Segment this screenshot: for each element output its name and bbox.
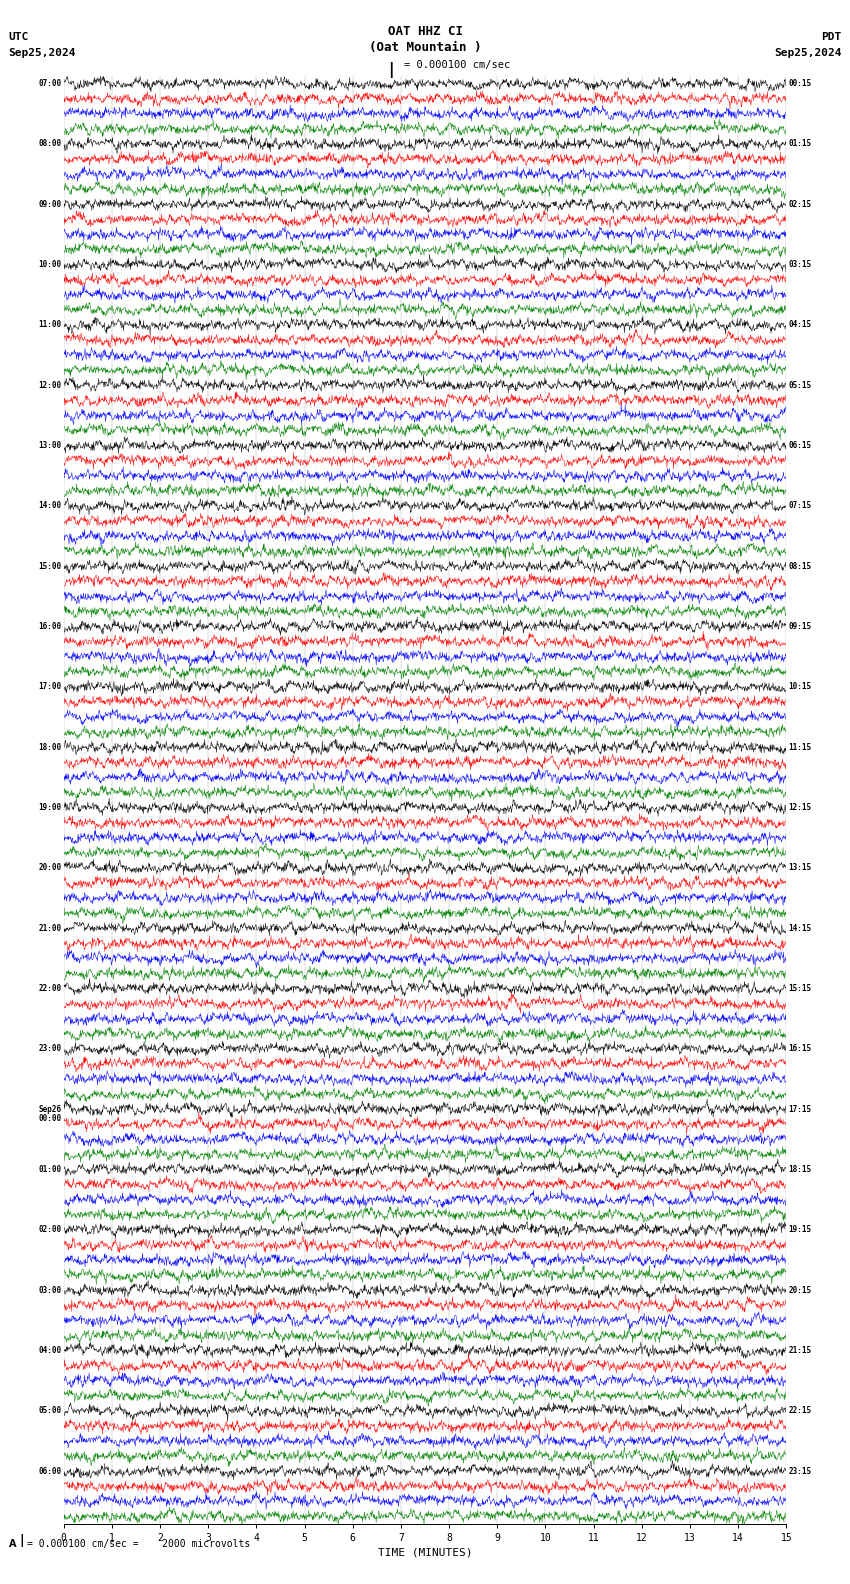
Text: 12:00: 12:00 <box>38 380 61 390</box>
Text: 06:15: 06:15 <box>789 440 812 450</box>
Text: 07:00: 07:00 <box>38 79 61 89</box>
Text: 14:15: 14:15 <box>789 923 812 933</box>
Text: 18:00: 18:00 <box>38 743 61 752</box>
Text: 01:15: 01:15 <box>789 139 812 149</box>
Text: 18:15: 18:15 <box>789 1164 812 1174</box>
Text: 01:00: 01:00 <box>38 1164 61 1174</box>
Text: 14:00: 14:00 <box>38 502 61 510</box>
Text: 00:15: 00:15 <box>789 79 812 89</box>
Text: 04:15: 04:15 <box>789 320 812 329</box>
Text: 05:15: 05:15 <box>789 380 812 390</box>
Text: 10:15: 10:15 <box>789 683 812 691</box>
Text: 03:15: 03:15 <box>789 260 812 269</box>
Text: 13:00: 13:00 <box>38 440 61 450</box>
Text: 08:00: 08:00 <box>38 139 61 149</box>
Text: 08:15: 08:15 <box>789 562 812 570</box>
Text: 15:00: 15:00 <box>38 562 61 570</box>
Text: 13:15: 13:15 <box>789 863 812 873</box>
Text: 04:00: 04:00 <box>38 1346 61 1354</box>
Text: $\mathbf{|}$: $\mathbf{|}$ <box>19 1532 24 1549</box>
Text: 16:15: 16:15 <box>789 1044 812 1053</box>
Text: $\mathbf{|}$: $\mathbf{|}$ <box>388 60 394 81</box>
Text: 20:15: 20:15 <box>789 1286 812 1294</box>
Text: 23:15: 23:15 <box>789 1467 812 1476</box>
Text: = 0.000100 cm/sec: = 0.000100 cm/sec <box>404 60 510 70</box>
Text: 05:00: 05:00 <box>38 1407 61 1415</box>
Text: 12:15: 12:15 <box>789 803 812 813</box>
Text: 22:15: 22:15 <box>789 1407 812 1415</box>
Text: 00:00: 00:00 <box>38 1114 61 1123</box>
Text: 09:15: 09:15 <box>789 623 812 630</box>
Text: = 0.000100 cm/sec =    2000 microvolts: = 0.000100 cm/sec = 2000 microvolts <box>27 1540 251 1549</box>
Text: 07:15: 07:15 <box>789 502 812 510</box>
Text: 16:00: 16:00 <box>38 623 61 630</box>
Text: 09:00: 09:00 <box>38 200 61 209</box>
Text: 11:00: 11:00 <box>38 320 61 329</box>
Text: 02:15: 02:15 <box>789 200 812 209</box>
Text: 10:00: 10:00 <box>38 260 61 269</box>
X-axis label: TIME (MINUTES): TIME (MINUTES) <box>377 1548 473 1557</box>
Text: 21:15: 21:15 <box>789 1346 812 1354</box>
Text: 11:15: 11:15 <box>789 743 812 752</box>
Text: 17:00: 17:00 <box>38 683 61 691</box>
Text: 03:00: 03:00 <box>38 1286 61 1294</box>
Text: 19:15: 19:15 <box>789 1226 812 1234</box>
Text: $\mathbf{A}$: $\mathbf{A}$ <box>8 1536 18 1549</box>
Text: 02:00: 02:00 <box>38 1226 61 1234</box>
Text: 15:15: 15:15 <box>789 984 812 993</box>
Text: 22:00: 22:00 <box>38 984 61 993</box>
Text: 17:15: 17:15 <box>789 1104 812 1114</box>
Text: Sep25,2024: Sep25,2024 <box>774 48 842 57</box>
Text: 21:00: 21:00 <box>38 923 61 933</box>
Text: OAT HHZ CI: OAT HHZ CI <box>388 25 462 38</box>
Text: 19:00: 19:00 <box>38 803 61 813</box>
Text: Sep25,2024: Sep25,2024 <box>8 48 76 57</box>
Text: 23:00: 23:00 <box>38 1044 61 1053</box>
Text: 20:00: 20:00 <box>38 863 61 873</box>
Text: (Oat Mountain ): (Oat Mountain ) <box>369 41 481 54</box>
Text: UTC: UTC <box>8 32 29 41</box>
Text: 06:00: 06:00 <box>38 1467 61 1476</box>
Text: PDT: PDT <box>821 32 842 41</box>
Text: Sep26: Sep26 <box>38 1104 61 1114</box>
